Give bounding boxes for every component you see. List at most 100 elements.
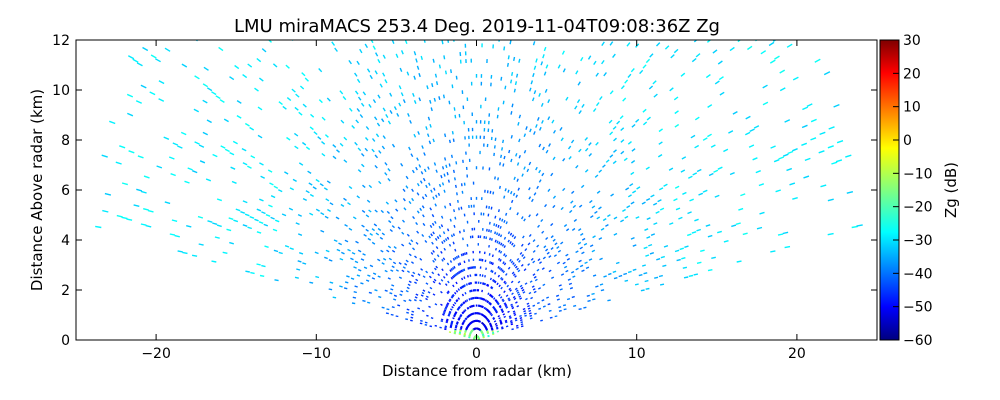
data-point [459, 315, 462, 318]
data-point [401, 243, 405, 247]
data-point [489, 237, 491, 241]
data-point [356, 108, 361, 113]
data-point [516, 326, 519, 329]
data-point [510, 260, 514, 264]
data-point [498, 293, 501, 297]
data-point [374, 52, 379, 57]
data-point [462, 284, 465, 288]
data-point [116, 214, 123, 218]
data-point [498, 304, 502, 308]
data-point [508, 298, 511, 302]
data-point [552, 129, 557, 134]
data-point [501, 278, 504, 281]
data-point [362, 253, 366, 256]
data-point [338, 242, 342, 246]
data-point [603, 72, 607, 77]
data-point [705, 224, 711, 227]
data-point [831, 161, 838, 165]
data-point [440, 279, 444, 282]
data-point [500, 326, 504, 329]
data-point [655, 42, 661, 47]
data-point [627, 141, 632, 145]
data-point [772, 40, 777, 42]
data-point [490, 325, 493, 328]
data-point [463, 310, 466, 313]
data-point [247, 226, 253, 230]
data-point [206, 87, 213, 92]
data-point [267, 169, 273, 173]
data-point [463, 284, 466, 287]
data-point [514, 287, 518, 291]
data-point [401, 219, 406, 223]
data-point [344, 239, 349, 243]
data-point [537, 287, 542, 290]
y-tick-label: 6 [61, 183, 70, 199]
data-point [411, 274, 415, 278]
data-point [752, 157, 758, 161]
data-point [372, 272, 377, 275]
data-point [246, 165, 252, 169]
data-point [347, 248, 351, 252]
data-point [332, 296, 337, 299]
data-point [447, 280, 450, 284]
data-point [315, 208, 320, 212]
data-point [462, 301, 465, 305]
data-point [416, 65, 420, 70]
data-point [447, 314, 451, 317]
data-point [430, 107, 433, 112]
data-point [630, 68, 635, 73]
data-point [366, 199, 371, 203]
data-point [379, 83, 383, 88]
data-point [573, 218, 578, 222]
data-point [718, 76, 724, 81]
data-point [588, 258, 593, 261]
data-point [435, 265, 439, 269]
data-point [459, 313, 463, 317]
data-point [421, 233, 425, 238]
data-point [591, 249, 596, 253]
data-point [591, 205, 596, 209]
data-point [313, 131, 318, 136]
data-point [773, 159, 780, 163]
data-point [491, 270, 494, 274]
data-point [449, 260, 453, 263]
data-point [428, 140, 432, 145]
data-point [216, 198, 223, 202]
data-point [133, 204, 140, 207]
data-point [692, 172, 698, 176]
data-point [412, 215, 416, 220]
data-point [620, 219, 625, 223]
data-point [533, 131, 536, 135]
data-point [449, 218, 452, 222]
data-point [600, 227, 605, 231]
data-point [339, 142, 344, 147]
data-point [295, 93, 300, 98]
data-point [645, 166, 650, 170]
data-point [587, 299, 591, 302]
data-point [260, 175, 266, 179]
data-point [499, 250, 503, 254]
data-point [443, 239, 446, 243]
data-point [364, 43, 369, 49]
data-point [577, 228, 582, 232]
data-point [499, 320, 502, 323]
data-point [293, 132, 299, 137]
data-point [198, 144, 205, 148]
data-point [364, 147, 369, 152]
data-point [713, 169, 719, 173]
data-point [531, 97, 535, 102]
data-point [639, 69, 644, 75]
data-point [386, 249, 390, 253]
data-point [231, 180, 237, 184]
data-point [528, 233, 532, 238]
data-point [470, 305, 473, 308]
data-point [592, 235, 596, 239]
data-point [181, 63, 188, 68]
data-point [658, 128, 664, 133]
data-point [222, 251, 228, 254]
data-point [503, 46, 506, 51]
data-point [486, 283, 489, 287]
data-point [158, 98, 165, 102]
data-point [444, 325, 448, 328]
data-point [321, 152, 326, 157]
